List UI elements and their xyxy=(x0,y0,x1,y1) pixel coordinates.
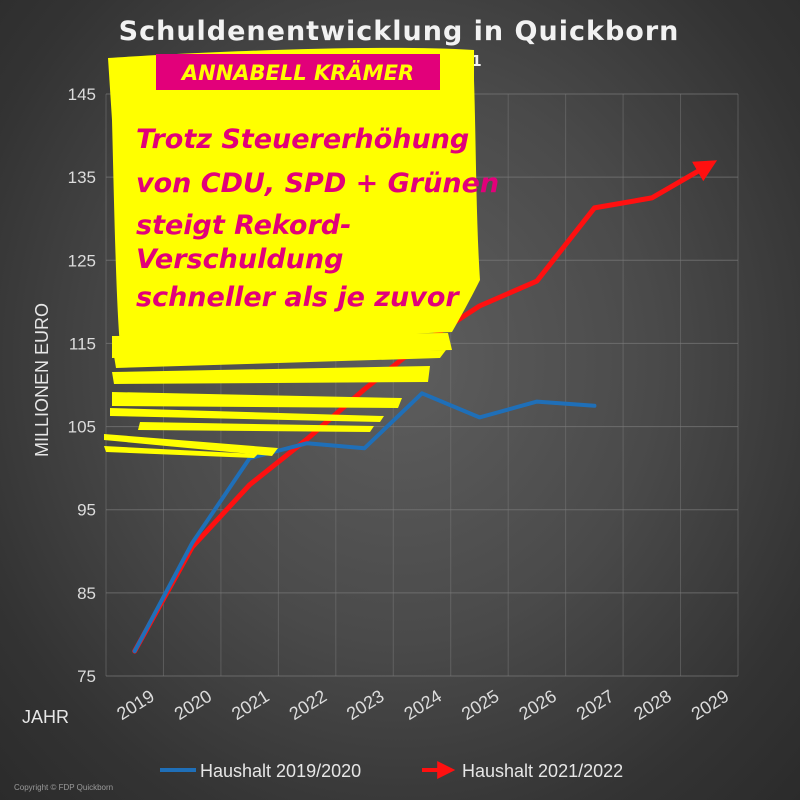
x-tick-label: 2019 xyxy=(113,686,158,724)
callout-line-3: steigt Rekord- xyxy=(136,210,351,241)
x-tick-label: 2023 xyxy=(343,686,388,724)
y-tick-label: 125 xyxy=(68,251,96,270)
x-axis-label: JAHR xyxy=(22,707,69,727)
y-tick-label: 115 xyxy=(69,334,96,353)
copyright-note: Copyright © FDP Quickborn xyxy=(14,783,113,792)
y-tick-label: 145 xyxy=(68,85,96,104)
y-axis-ticks: 75 85 95 105 115 125 135 145 xyxy=(68,85,96,686)
x-tick-label: 2024 xyxy=(401,686,446,724)
x-tick-label: 2026 xyxy=(515,686,560,724)
x-tick-label: 2025 xyxy=(458,686,503,724)
x-tick-label: 2027 xyxy=(573,686,618,724)
x-axis-ticks: 2019 2020 2021 2022 2023 2024 2025 2026 2027 2028… xyxy=(113,686,732,724)
callout-line-2: von CDU, SPD + Grünen xyxy=(136,168,499,199)
y-tick-label: 105 xyxy=(68,418,96,437)
legend-label-blue: Haushalt 2019/2020 xyxy=(200,761,361,781)
x-tick-label: 2028 xyxy=(630,686,675,724)
callout-line-4: Verschuldung xyxy=(136,244,343,275)
callout-line-5: schneller als je zuvor xyxy=(136,282,460,313)
y-tick-label: 135 xyxy=(68,168,96,187)
callout-line-1: Trotz Steuererhöhung xyxy=(136,124,469,155)
author-banner-label: ANNABELL KRÄMER xyxy=(180,60,414,85)
y-tick-label: 85 xyxy=(77,584,96,603)
callout-text-block: Trotz Steuererhöhung von CDU, SPD + Grün… xyxy=(136,124,499,313)
x-tick-label: 2021 xyxy=(228,686,273,724)
series-line-haushalt-2019-2020 xyxy=(132,391,597,654)
legend: Haushalt 2019/2020 Haushalt 2021/2022 xyxy=(160,761,623,781)
legend-label-red: Haushalt 2021/2022 xyxy=(462,761,623,781)
y-axis-label: MILLIONEN EURO xyxy=(32,303,52,457)
y-tick-label: 75 xyxy=(77,667,96,686)
callout-highlight xyxy=(104,47,480,458)
x-tick-label: 2022 xyxy=(286,686,331,724)
x-tick-label: 2029 xyxy=(688,686,733,724)
x-tick-label: 2020 xyxy=(171,686,216,724)
chart-title: Schuldenentwicklung in Quickborn xyxy=(119,16,680,47)
y-tick-label: 95 xyxy=(77,501,96,520)
author-banner xyxy=(156,54,440,90)
